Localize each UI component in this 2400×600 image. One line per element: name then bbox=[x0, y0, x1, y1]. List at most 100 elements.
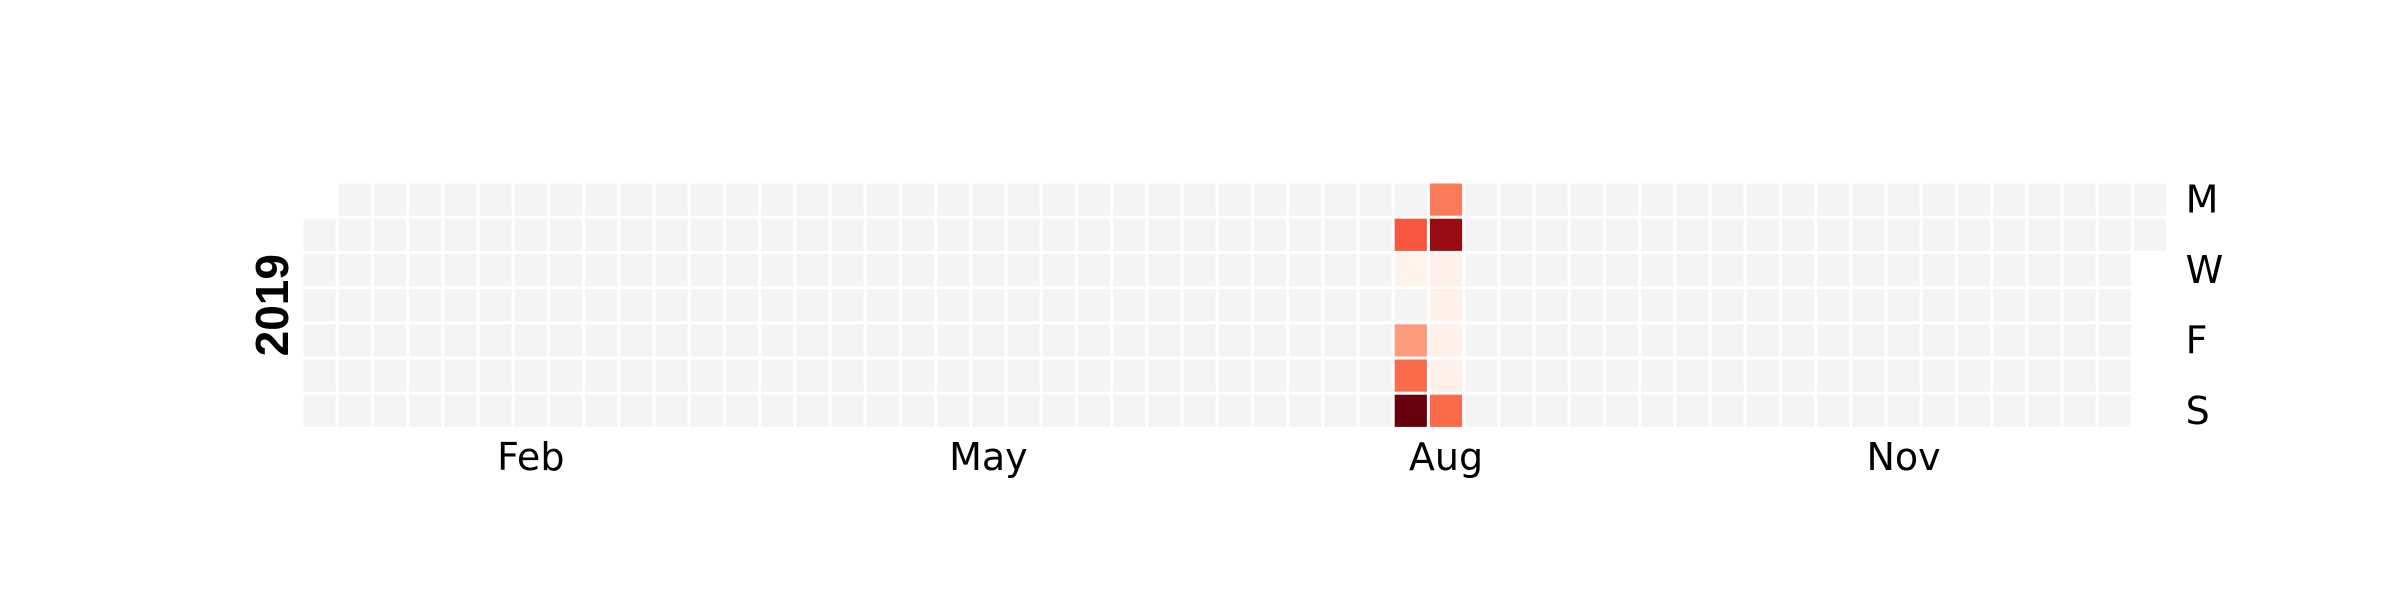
day-cell bbox=[1500, 253, 1533, 287]
day-cell bbox=[1007, 289, 1040, 322]
day-cell bbox=[761, 324, 794, 357]
day-cell bbox=[1500, 183, 1533, 216]
day-cell bbox=[937, 289, 970, 322]
day-cell bbox=[620, 218, 653, 251]
day-cell bbox=[1781, 183, 1815, 216]
day-cell bbox=[1781, 324, 1815, 357]
day-cell bbox=[901, 324, 935, 357]
day-cell bbox=[549, 394, 583, 427]
day-cell bbox=[1289, 324, 1322, 357]
day-cell bbox=[796, 289, 829, 322]
day-cell bbox=[1007, 359, 1040, 392]
day-cell bbox=[1183, 183, 1216, 216]
day-cell bbox=[1535, 218, 1568, 251]
day-cell bbox=[1148, 183, 1181, 216]
day-cell bbox=[479, 394, 512, 427]
day-cell bbox=[373, 289, 407, 322]
day-cell bbox=[1253, 289, 1287, 322]
day-cell bbox=[1852, 324, 1885, 357]
day-cell bbox=[549, 253, 583, 287]
day-cell bbox=[409, 394, 442, 427]
day-cell bbox=[1570, 183, 1603, 216]
day-cell bbox=[549, 218, 583, 251]
day-cell bbox=[1641, 324, 1674, 357]
day-cell bbox=[303, 253, 336, 287]
day-cell bbox=[303, 359, 336, 392]
day-cell bbox=[1922, 359, 1955, 392]
day-cell bbox=[1641, 359, 1674, 392]
day-cell bbox=[761, 289, 794, 322]
day-cell bbox=[2098, 394, 2131, 427]
day-cell bbox=[1676, 324, 1709, 357]
day-cell bbox=[1746, 394, 1779, 427]
day-cell bbox=[585, 289, 618, 322]
day-cell bbox=[655, 253, 688, 287]
day-cell bbox=[831, 394, 864, 427]
day-cell bbox=[1957, 324, 1991, 357]
day-cell bbox=[1641, 289, 1674, 322]
day-cell bbox=[901, 218, 935, 251]
day-cell bbox=[1394, 253, 1427, 287]
day-cell bbox=[514, 289, 547, 322]
day-cell bbox=[338, 394, 371, 427]
day-cell bbox=[1957, 394, 1991, 427]
day-cell bbox=[761, 394, 794, 427]
day-cell bbox=[1852, 253, 1885, 287]
day-cell bbox=[690, 289, 723, 322]
day-cell bbox=[1183, 289, 1216, 322]
day-cell bbox=[409, 218, 442, 251]
day-cell bbox=[655, 289, 688, 322]
day-cell bbox=[1113, 253, 1146, 287]
day-cell bbox=[1324, 218, 1357, 251]
day-cell bbox=[2133, 218, 2167, 251]
day-cell bbox=[1605, 324, 1639, 357]
day-cell bbox=[972, 324, 1005, 357]
day-cell bbox=[1394, 183, 1427, 216]
day-cell bbox=[796, 324, 829, 357]
day-cell bbox=[972, 183, 1005, 216]
day-cell bbox=[1887, 324, 1920, 357]
day-cell bbox=[1113, 324, 1146, 357]
day-cell bbox=[1289, 359, 1322, 392]
day-cell bbox=[655, 183, 688, 216]
day-cell bbox=[514, 359, 547, 392]
day-cell bbox=[1429, 183, 1463, 216]
day-cell bbox=[620, 183, 653, 216]
day-cell bbox=[1746, 289, 1779, 322]
day-cell bbox=[1570, 324, 1603, 357]
day-cell bbox=[1148, 324, 1181, 357]
day-cell bbox=[1676, 394, 1709, 427]
day-cell bbox=[1570, 394, 1603, 427]
day-cell bbox=[373, 394, 407, 427]
day-cell bbox=[1500, 359, 1533, 392]
day-cell bbox=[303, 324, 336, 357]
day-cell bbox=[1922, 218, 1955, 251]
day-cell bbox=[725, 289, 759, 322]
day-cell bbox=[620, 324, 653, 357]
day-cell bbox=[1817, 218, 1850, 251]
day-cell bbox=[514, 183, 547, 216]
day-cell bbox=[866, 253, 899, 287]
day-cell bbox=[761, 218, 794, 251]
day-cell bbox=[831, 218, 864, 251]
day-cell bbox=[1711, 289, 1744, 322]
x-tick-label: May bbox=[949, 435, 1028, 479]
day-cell bbox=[1394, 394, 1427, 427]
day-cell bbox=[1007, 253, 1040, 287]
day-cell bbox=[1465, 253, 1498, 287]
day-cell bbox=[1289, 394, 1322, 427]
day-cell bbox=[1253, 218, 1287, 251]
day-cell bbox=[2028, 218, 2061, 251]
day-cell bbox=[1746, 359, 1779, 392]
day-cell bbox=[1746, 183, 1779, 216]
day-cell bbox=[1359, 359, 1392, 392]
day-cell bbox=[972, 359, 1005, 392]
day-cell bbox=[2098, 289, 2131, 322]
day-cell bbox=[831, 289, 864, 322]
day-cell bbox=[1359, 183, 1392, 216]
day-cell bbox=[1500, 324, 1533, 357]
day-cell bbox=[338, 218, 371, 251]
day-cell bbox=[549, 359, 583, 392]
day-cell bbox=[2098, 218, 2131, 251]
day-cell bbox=[1429, 218, 1463, 251]
